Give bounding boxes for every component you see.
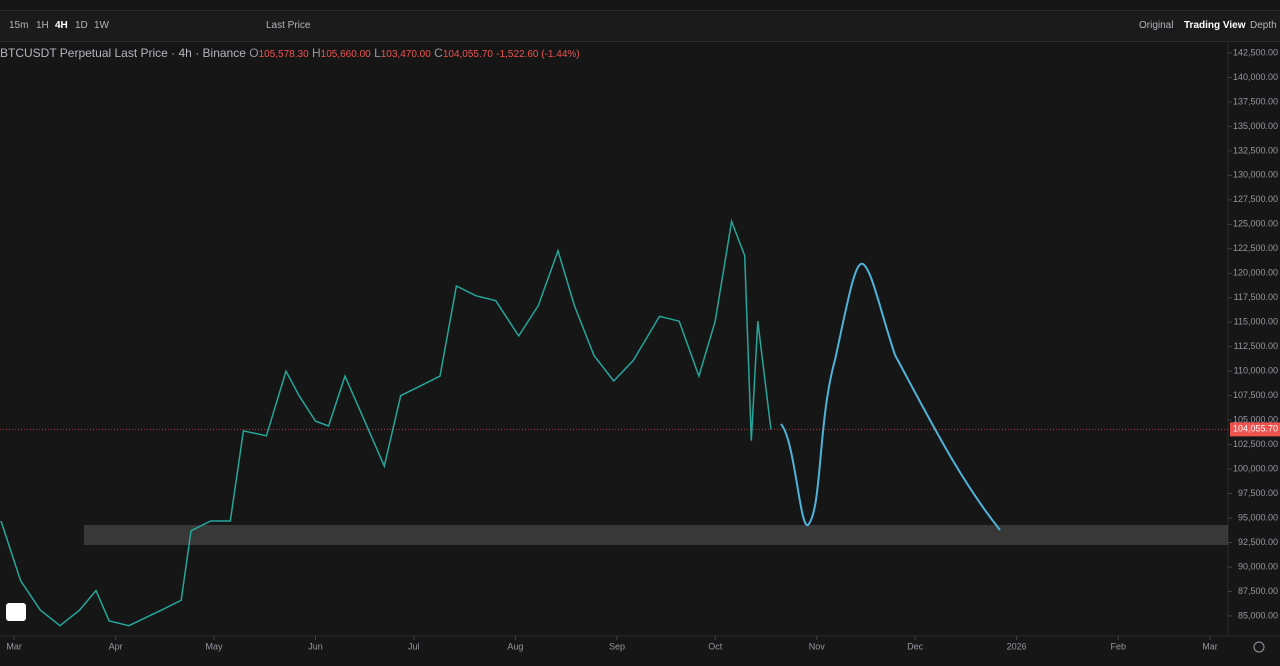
x-tick-label: Nov [809, 641, 826, 651]
y-tick-label: 112,500.00 [1234, 341, 1278, 351]
y-tick-label: 102,500.00 [1233, 439, 1278, 449]
y-tick-label: 125,000.00 [1233, 219, 1278, 229]
ohlc-key: H [311, 46, 321, 60]
ohlc-value: 105,660.00 [320, 49, 371, 60]
logo [6, 603, 26, 621]
y-tick-label: 137,500.00 [1233, 96, 1278, 106]
x-tick-label: May [205, 641, 223, 651]
y-tick-label: 105,000.00 [1233, 415, 1278, 425]
toolbar: 15m 1H 4H 1D 1W Last Price Original Trad… [0, 10, 1280, 42]
y-tick-label: 132,500.00 [1233, 145, 1278, 155]
ohlc-value: 105,578.30 [258, 49, 309, 60]
view-tab[interactable]: Depth [1250, 20, 1277, 31]
y-tick-label: 90,000.00 [1238, 561, 1278, 571]
ohlc-key: L [374, 46, 381, 60]
view-tab[interactable]: Original [1139, 20, 1174, 31]
x-tick-label: Dec [907, 641, 924, 651]
y-tick-label: 92,500.00 [1238, 537, 1278, 547]
change: -1,522.60 (-1.44%) [496, 49, 580, 60]
y-tick-label: 122,500.00 [1233, 243, 1278, 253]
x-tick-label: Jun [308, 641, 323, 651]
x-tick-label: Mar [6, 641, 22, 651]
x-tick-label: Aug [507, 641, 523, 651]
x-tick-label: Mar [1202, 641, 1218, 651]
projection-drawing [780, 262, 1001, 531]
legend: BTCUSDT Perpetual Last Price · 4h · Bina… [0, 46, 580, 60]
y-tick-label: 97,500.00 [1238, 488, 1278, 498]
price-line [0, 218, 772, 627]
ohlc-key: O [249, 46, 259, 60]
x-tick-label: Oct [708, 641, 723, 651]
x-tick-label: Jul [408, 641, 420, 651]
ohlc-value: 104,055.70 [442, 49, 493, 60]
y-tick-label: 107,500.00 [1233, 390, 1278, 400]
interval[interactable]: 15m [9, 20, 29, 31]
ohlc-value: 103,470.00 [380, 49, 431, 60]
y-tick-label: 117,500.00 [1234, 292, 1278, 302]
interval[interactable]: 1W [94, 20, 109, 31]
y-tick-label: 140,000.00 [1233, 72, 1278, 82]
y-tick-label: 100,000.00 [1233, 463, 1278, 473]
interval[interactable]: 1H [36, 20, 49, 31]
settings-icon[interactable] [1253, 641, 1265, 653]
x-tick-label: 2026 [1007, 641, 1027, 651]
ohlc-key: C [434, 46, 443, 60]
symbol: BTCUSDT Perpetual Last Price · 4h · Bina… [0, 46, 246, 60]
y-tick-label: 95,000.00 [1238, 512, 1278, 522]
support-zone [84, 525, 1228, 545]
y-tick-label: 110,000.00 [1234, 366, 1278, 376]
x-tick-label: Apr [109, 641, 123, 651]
last-price-box [1230, 422, 1280, 437]
x-tick-label: Feb [1110, 641, 1126, 651]
y-tick-label: 142,500.00 [1233, 47, 1278, 57]
y-tick-label: 87,500.00 [1238, 586, 1278, 596]
y-tick-label: 115,000.00 [1234, 317, 1278, 327]
y-tick-label: 120,000.00 [1233, 268, 1278, 278]
price-mode[interactable]: Last Price [266, 20, 311, 31]
last-price-label: 104,055.70 [1233, 424, 1278, 434]
view-tab[interactable]: Trading View [1184, 20, 1246, 31]
ohlc: O105,578.30 H105,660.00 L103,470.00 C104… [249, 46, 496, 60]
interval[interactable]: 4H [55, 20, 68, 31]
interval[interactable]: 1D [75, 20, 88, 31]
y-tick-label: 85,000.00 [1238, 610, 1278, 620]
x-tick-label: Sep [609, 641, 625, 651]
y-tick-label: 130,000.00 [1233, 170, 1278, 180]
y-tick-label: 127,500.00 [1233, 194, 1278, 204]
y-tick-label: 135,000.00 [1233, 121, 1278, 131]
